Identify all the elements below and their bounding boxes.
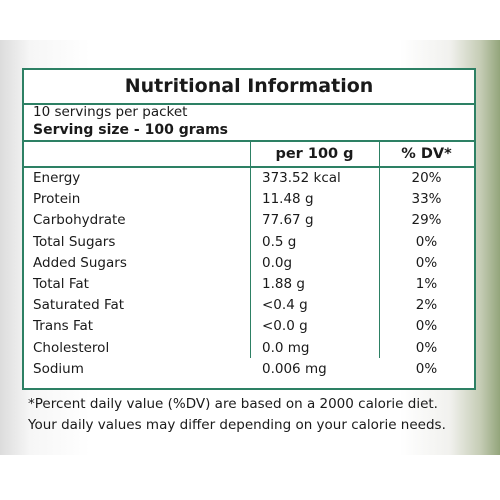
nutrient-dv: 0%	[415, 318, 438, 335]
nutrient-amount: 77.67 g	[262, 212, 314, 229]
servings-per-packet: 10 servings per packet	[33, 104, 188, 120]
footnote-line-2: Your daily values may differ depending o…	[28, 417, 446, 433]
nutrient-rows: Energy 373.52 kcal 20% Protein 11.48 g 33% Car…	[24, 168, 474, 380]
nutrient-amount: 0.0g	[262, 254, 293, 271]
nutrient-dv: 0%	[415, 360, 438, 377]
nutrient-dv: 0%	[415, 339, 438, 356]
nutrient-name: Energy	[33, 170, 81, 186]
nutrient-amount: 0.5 g	[262, 233, 297, 250]
table-row: Sodium 0.006 mg 0%	[24, 359, 474, 380]
table-row: Cholesterol 0.0 mg 0%	[24, 338, 474, 359]
table-row: Saturated Fat <0.4 g 2%	[24, 295, 474, 316]
nutrient-dv: 29%	[411, 212, 442, 229]
table-row: Trans Fat <0.0 g 0%	[24, 316, 474, 337]
serving-size: Serving size - 100 grams	[33, 122, 228, 138]
nutrient-amount: 0.0 mg	[262, 339, 310, 356]
nutrition-table: Nutritional Information 10 servings per …	[22, 68, 476, 390]
header-top-rule	[24, 140, 474, 142]
column-divider-2	[379, 140, 380, 358]
nutrient-name: Cholesterol	[33, 339, 110, 356]
nutrient-amount: 373.52 kcal	[262, 170, 341, 186]
nutrient-name: Added Sugars	[33, 254, 127, 271]
nutrient-dv: 2%	[415, 297, 438, 314]
table-row: Total Fat 1.88 g 1%	[24, 274, 474, 295]
table-row: Protein 11.48 g 33%	[24, 189, 474, 210]
nutrient-name: Carbohydrate	[33, 212, 126, 229]
nutrient-dv: 0%	[415, 233, 438, 250]
nutrient-amount: 11.48 g	[262, 191, 314, 208]
footnote: *Percent daily value (%DV) are based on …	[28, 394, 488, 436]
header-bottom-rule	[24, 166, 474, 168]
nutrient-name: Total Fat	[33, 275, 89, 292]
nutrient-name: Sodium	[33, 360, 84, 377]
nutrient-amount: <0.4 g	[262, 297, 308, 314]
nutrient-dv: 20%	[411, 170, 442, 186]
nutrient-name: Trans Fat	[33, 318, 94, 335]
table-row: Carbohydrate 77.67 g 29%	[24, 210, 474, 231]
nutrient-dv: 0%	[415, 254, 438, 271]
nutrition-title: Nutritional Information	[24, 70, 474, 105]
table-row: Total Sugars 0.5 g 0%	[24, 232, 474, 253]
table-row: Energy 373.52 kcal 20%	[24, 168, 474, 189]
table-row: Added Sugars 0.0g 0%	[24, 253, 474, 274]
nutrient-dv: 1%	[415, 275, 438, 292]
nutrient-name: Saturated Fat	[33, 297, 125, 314]
nutrient-name: Protein	[33, 191, 81, 208]
nutrient-name: Total Sugars	[33, 233, 116, 250]
nutrient-amount: <0.0 g	[262, 318, 308, 335]
column-header-dv: % DV*	[401, 146, 452, 162]
footnote-line-1: *Percent daily value (%DV) are based on …	[28, 396, 438, 412]
nutrient-amount: 1.88 g	[262, 275, 305, 292]
column-divider-1	[250, 140, 251, 358]
column-header-per-100g: per 100 g	[275, 146, 354, 162]
nutrient-dv: 33%	[411, 191, 442, 208]
nutrient-amount: 0.006 mg	[262, 360, 327, 377]
